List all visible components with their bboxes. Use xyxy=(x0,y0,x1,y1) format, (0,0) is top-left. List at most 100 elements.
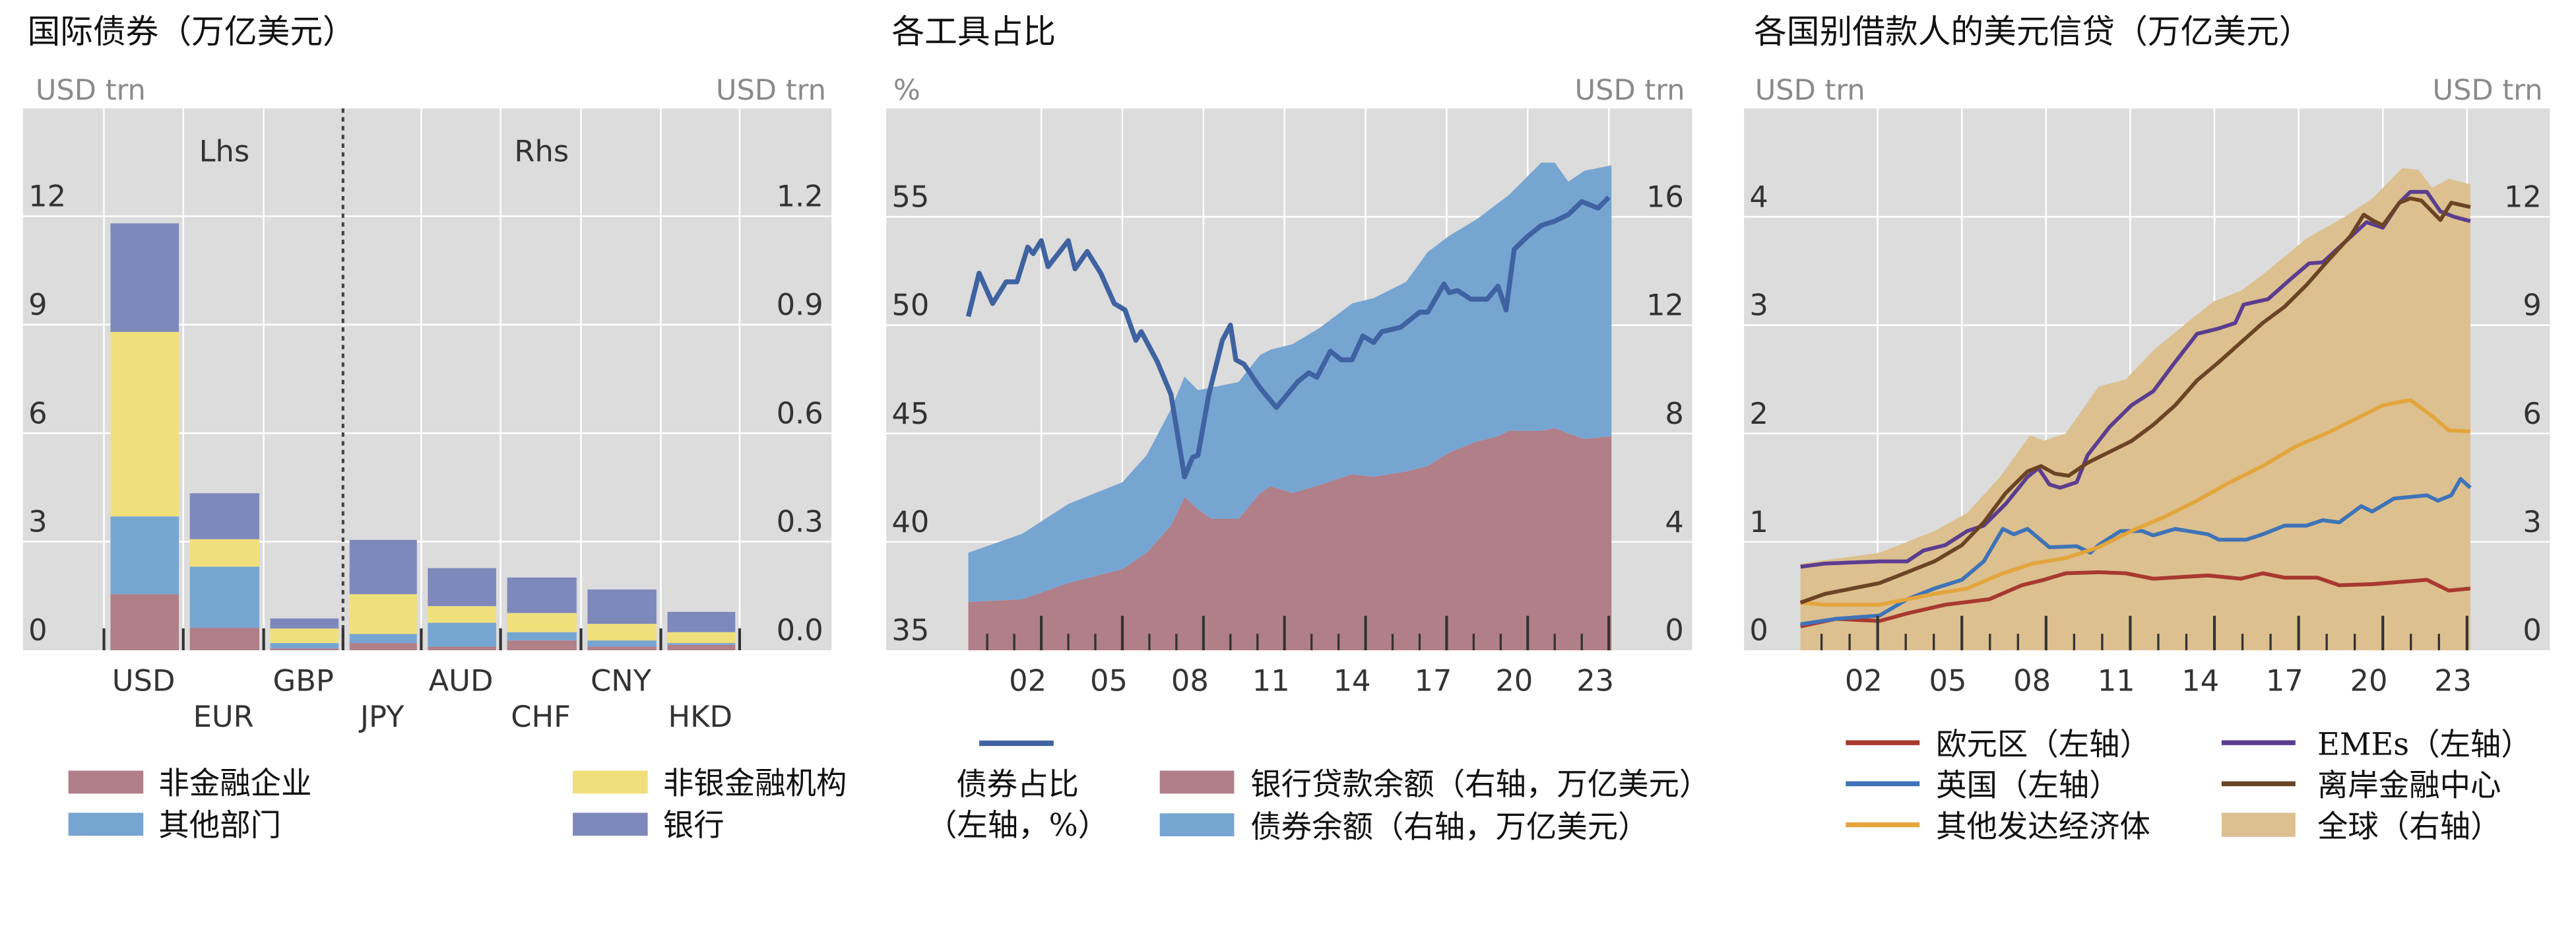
chart-title: 各国别借款人的美元信贷（万亿美元） xyxy=(1754,13,2311,51)
left-tick-label: 2 xyxy=(1749,396,1768,431)
bar-hkd-segment-3 xyxy=(667,611,736,632)
right-tick-label: 0.9 xyxy=(777,287,823,322)
x-tick-label: 17 xyxy=(1414,663,1452,698)
bar-cny-segment-3 xyxy=(587,589,657,624)
right-tick-label: 0.0 xyxy=(777,613,823,648)
bar-hkd-segment-2 xyxy=(667,632,736,644)
left-tick-label: 0 xyxy=(1749,613,1768,648)
legend-label: EMEs（左轴） xyxy=(2317,726,2532,762)
bar-gbp-segment-1 xyxy=(270,643,339,649)
right-tick-label: 8 xyxy=(1665,396,1683,431)
right-axis-unit: USD trn xyxy=(716,74,826,107)
x-tick-label: 11 xyxy=(1252,663,1290,698)
right-tick-label: 0 xyxy=(2523,613,2541,648)
series-2-line xyxy=(965,195,1611,480)
left-axis-unit: USD trn xyxy=(1755,74,1865,107)
right-tick-label: 12 xyxy=(2504,180,2542,215)
series-2-line xyxy=(1800,477,2472,626)
bar-usd-segment-1 xyxy=(110,516,179,595)
legend-swatch xyxy=(68,770,144,794)
left-tick-label: 4 xyxy=(1749,180,1768,215)
x-tick-label: 17 xyxy=(2266,663,2303,698)
left-tick-label: 55 xyxy=(891,180,929,215)
left-tick-label: 0 xyxy=(28,613,47,648)
x-category-label: JPY xyxy=(358,699,404,734)
x-tick-label: 23 xyxy=(1576,663,1614,698)
right-tick-label: 0.3 xyxy=(777,504,823,539)
bar-cny-segment-2 xyxy=(587,624,657,641)
legend-label: 全球（右轴） xyxy=(2317,809,2501,844)
legend-label: 债券占比 xyxy=(956,766,1079,802)
left-tick-label: 3 xyxy=(1749,288,1768,323)
legend-label: 银行 xyxy=(663,807,724,843)
left-tick-label: 1 xyxy=(1749,504,1768,539)
bar-chf-segment-3 xyxy=(507,577,577,613)
legend-swatch xyxy=(573,770,648,794)
left-tick-label: 40 xyxy=(891,504,929,539)
left-tick-label: 9 xyxy=(28,287,47,322)
series-1-line xyxy=(1800,570,2471,628)
right-tick-label: 0.6 xyxy=(777,395,823,430)
bar-gbp-segment-0 xyxy=(270,648,339,651)
legend-label: 非银金融机构 xyxy=(663,765,847,801)
x-category-label: AUD xyxy=(429,663,494,698)
x-tick-label: 08 xyxy=(2013,663,2051,698)
bar-hkd-segment-0 xyxy=(667,644,736,651)
legend-label: 银行贷款余额（右轴，万亿美元） xyxy=(1250,766,1710,802)
usd-credit-by-borrower-chart: 各国别借款人的美元信贷（万亿美元） USD trn USD trn 0 0 1 3 2 6 3 9 4… xyxy=(1744,13,2550,844)
bar-usd-segment-2 xyxy=(110,331,179,517)
x-tick-label: 05 xyxy=(1929,663,1967,698)
legend-label: （左轴，%） xyxy=(926,807,1109,843)
right-tick-label: 12 xyxy=(1646,288,1684,323)
x-tick-label: 08 xyxy=(1171,663,1209,698)
legend-swatch xyxy=(573,813,648,836)
x-category-label: EUR xyxy=(193,699,254,734)
bar-aud-segment-1 xyxy=(428,622,496,647)
series-0-area xyxy=(968,428,1612,651)
international-bonds-chart: 国际债券（万亿美元） USD trn USD trn 0 0.0 3 0.3 6 0.6 9 0.9… xyxy=(22,13,847,843)
right-tick-label: 9 xyxy=(2523,288,2541,323)
bar-aud-segment-2 xyxy=(428,606,496,623)
bar-cny-segment-1 xyxy=(587,640,657,647)
left-tick-label: 12 xyxy=(28,179,66,214)
x-tick-label: 02 xyxy=(1845,663,1883,698)
chart-title: 各工具占比 xyxy=(891,13,1056,51)
legend-label: 离岸金融中心 xyxy=(2317,768,2501,803)
bar-aud-segment-0 xyxy=(428,646,496,651)
x-tick-label: 14 xyxy=(2181,663,2219,698)
x-tick-label: 20 xyxy=(2350,663,2387,698)
series-5-line xyxy=(1799,196,2471,605)
bar-aud-segment-3 xyxy=(428,568,496,607)
left-tick-label: 6 xyxy=(28,395,47,430)
x-category-label: USD xyxy=(112,663,176,698)
bar-eur-segment-0 xyxy=(189,628,259,651)
series-3-line xyxy=(1800,397,2471,607)
bar-jpy-segment-1 xyxy=(349,634,417,644)
x-category-label: CHF xyxy=(511,699,571,734)
bar-usd-segment-0 xyxy=(110,594,179,651)
right-tick-label: 3 xyxy=(2523,504,2541,539)
legend-label: 非金融企业 xyxy=(158,765,311,801)
legend-label: 债券余额（右轴，万亿美元） xyxy=(1250,809,1648,845)
bar-eur-segment-1 xyxy=(189,566,259,628)
legend-label: 欧元区（左轴） xyxy=(1936,726,2150,762)
right-tick-label: 6 xyxy=(2523,396,2541,431)
right-tick-label: 0 xyxy=(1665,613,1683,648)
bar-gbp-segment-3 xyxy=(270,618,339,629)
legend-label: 英国（左轴） xyxy=(1936,768,2119,803)
left-axis-unit: USD trn xyxy=(36,74,146,107)
right-tick-label: 1.2 xyxy=(777,179,823,214)
left-tick-label: 50 xyxy=(891,288,929,323)
left-tick-label: 3 xyxy=(28,504,47,539)
bar-jpy-segment-0 xyxy=(349,643,417,651)
bar-hkd-segment-1 xyxy=(667,643,736,645)
legend-label: 其他部门 xyxy=(158,807,281,843)
left-axis-unit: % xyxy=(893,74,920,107)
legend-label: 其他发达经济体 xyxy=(1936,809,2150,844)
x-category-label: CNY xyxy=(591,663,652,698)
bar-jpy-segment-2 xyxy=(349,594,417,634)
legend-swatch xyxy=(1159,813,1235,836)
rhs-annotation: Rhs xyxy=(514,134,569,169)
x-tick-label: 02 xyxy=(1009,663,1046,698)
